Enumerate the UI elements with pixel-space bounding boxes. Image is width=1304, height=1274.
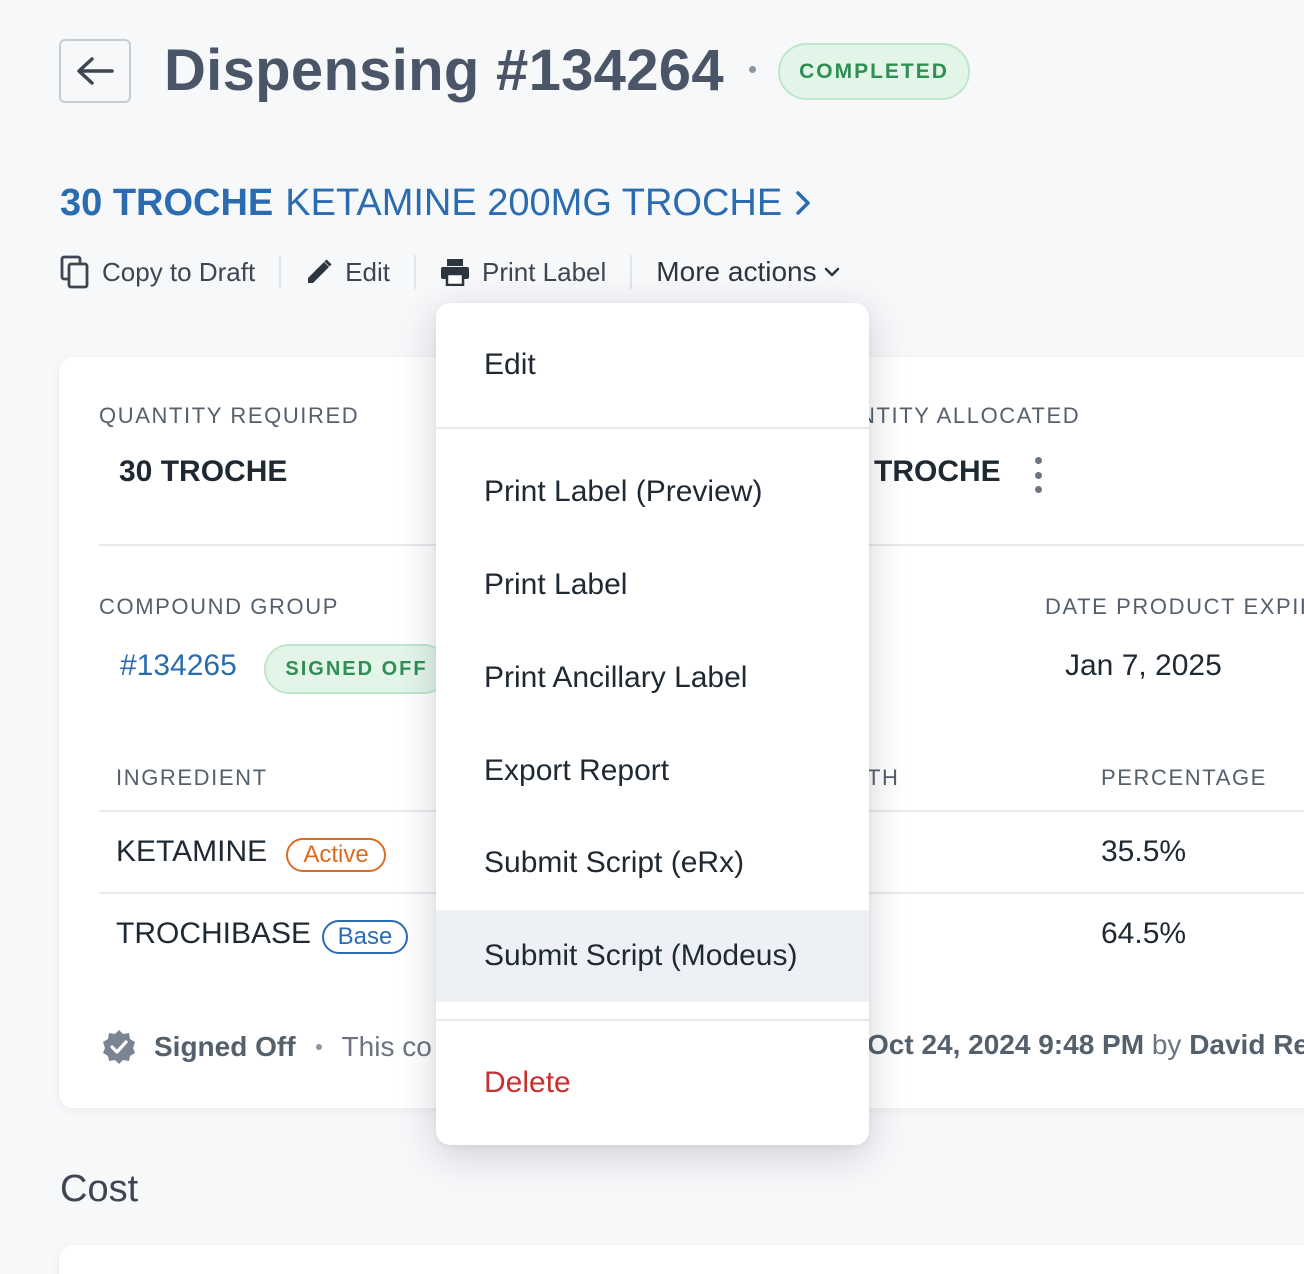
signoff-datetime: Oct 24, 2024 9:48 PM: [867, 1029, 1145, 1060]
menu-item-print-label[interactable]: Print Label: [484, 568, 628, 601]
edit-button[interactable]: Edit: [305, 257, 390, 288]
compound-group-status-badge: SIGNED OFF: [264, 644, 449, 694]
arrow-left-icon: [77, 57, 114, 85]
ingredient-column-header: INGREDIENT: [116, 765, 268, 790]
more-actions-button[interactable]: More actions: [656, 256, 840, 288]
menu-item-edit[interactable]: Edit: [484, 348, 536, 381]
menu-divider: [436, 427, 869, 429]
more-actions-label: More actions: [656, 256, 817, 287]
edit-label: Edit: [345, 256, 390, 287]
action-divider: [279, 255, 282, 289]
kebab-menu-icon[interactable]: [1031, 457, 1045, 493]
quantity-required-value: 30 TROCHE: [119, 455, 288, 488]
signoff-row: Signed Off This co: [100, 1025, 432, 1069]
back-button[interactable]: [59, 39, 131, 103]
compound-group-label: COMPOUND GROUP: [99, 594, 339, 619]
title-separator-dot: [749, 66, 756, 73]
pencil-icon: [308, 259, 332, 283]
signoff-description: This co: [341, 1031, 432, 1062]
status-badge: COMPLETED: [778, 43, 970, 100]
cost-section-title: Cost: [60, 1168, 139, 1210]
ingredient-name: TROCHIBASE: [116, 917, 312, 950]
product-link[interactable]: 30 TROCHE KETAMINE 200MG TROCHE: [60, 180, 812, 226]
strength-column-header: TH: [867, 765, 900, 790]
menu-item-export-report[interactable]: Export Report: [484, 754, 670, 787]
ingredient-type-tag: Base: [322, 920, 408, 954]
menu-item-print-label-preview[interactable]: Print Label (Preview): [484, 475, 763, 508]
page-title: Dispensing #134264: [164, 38, 724, 103]
action-divider: [630, 255, 633, 289]
quantity-required-label: QUANTITY REQUIRED: [99, 403, 360, 428]
menu-item-submit-script-erx[interactable]: Submit Script (eRx): [484, 846, 745, 879]
copy-to-draft-button[interactable]: Copy to Draft: [60, 255, 255, 289]
ingredient-name: KETAMINE: [116, 835, 268, 868]
quantity-allocated-label: NTITY ALLOCATED: [859, 403, 1081, 428]
chevron-down-icon: [824, 267, 839, 277]
verified-badge-icon: [103, 1030, 135, 1064]
percentage-column-header: PERCENTAGE: [1101, 765, 1267, 790]
copy-icon: [60, 255, 89, 289]
ingredient-percentage: 64.5%: [1101, 917, 1187, 950]
menu-divider: [436, 1019, 869, 1021]
quantity-allocated-value: TROCHE: [874, 455, 1001, 488]
ingredient-type-tag: Active: [286, 838, 386, 872]
copy-to-draft-label: Copy to Draft: [102, 256, 256, 287]
chevron-right-icon: [796, 191, 810, 215]
signoff-separator-dot: [315, 1044, 322, 1050]
action-bar: Copy to Draft Edit Print Label More acti…: [60, 250, 841, 294]
menu-item-print-ancillary-label[interactable]: Print Ancillary Label: [484, 661, 748, 694]
printer-icon: [440, 259, 469, 286]
date-expiry-value: Jan 7, 2025: [1065, 649, 1222, 682]
print-label-button[interactable]: Print Label: [440, 257, 606, 288]
action-divider: [413, 255, 416, 289]
cost-card: [59, 1245, 1304, 1274]
ingredient-percentage: 35.5%: [1101, 835, 1187, 868]
signoff-status: Signed Off: [154, 1031, 296, 1062]
more-actions-menu: Edit Print Label (Preview) Print Label P…: [436, 303, 869, 1145]
product-name: KETAMINE 200MG TROCHE: [285, 182, 783, 224]
signoff-details: Oct 24, 2024 9:48 PM by David Re: [867, 1029, 1304, 1061]
date-expiry-label: DATE PRODUCT EXPIR: [1045, 594, 1304, 619]
compound-group-link[interactable]: #134265: [120, 649, 237, 682]
print-label-label: Print Label: [481, 256, 607, 287]
signoff-user: David Re: [1189, 1029, 1304, 1060]
signoff-by: by: [1151, 1029, 1182, 1060]
menu-item-delete[interactable]: Delete: [484, 1066, 571, 1099]
menu-item-submit-script-modeus[interactable]: Submit Script (Modeus): [436, 910, 869, 1002]
product-quantity: 30 TROCHE: [60, 182, 274, 224]
